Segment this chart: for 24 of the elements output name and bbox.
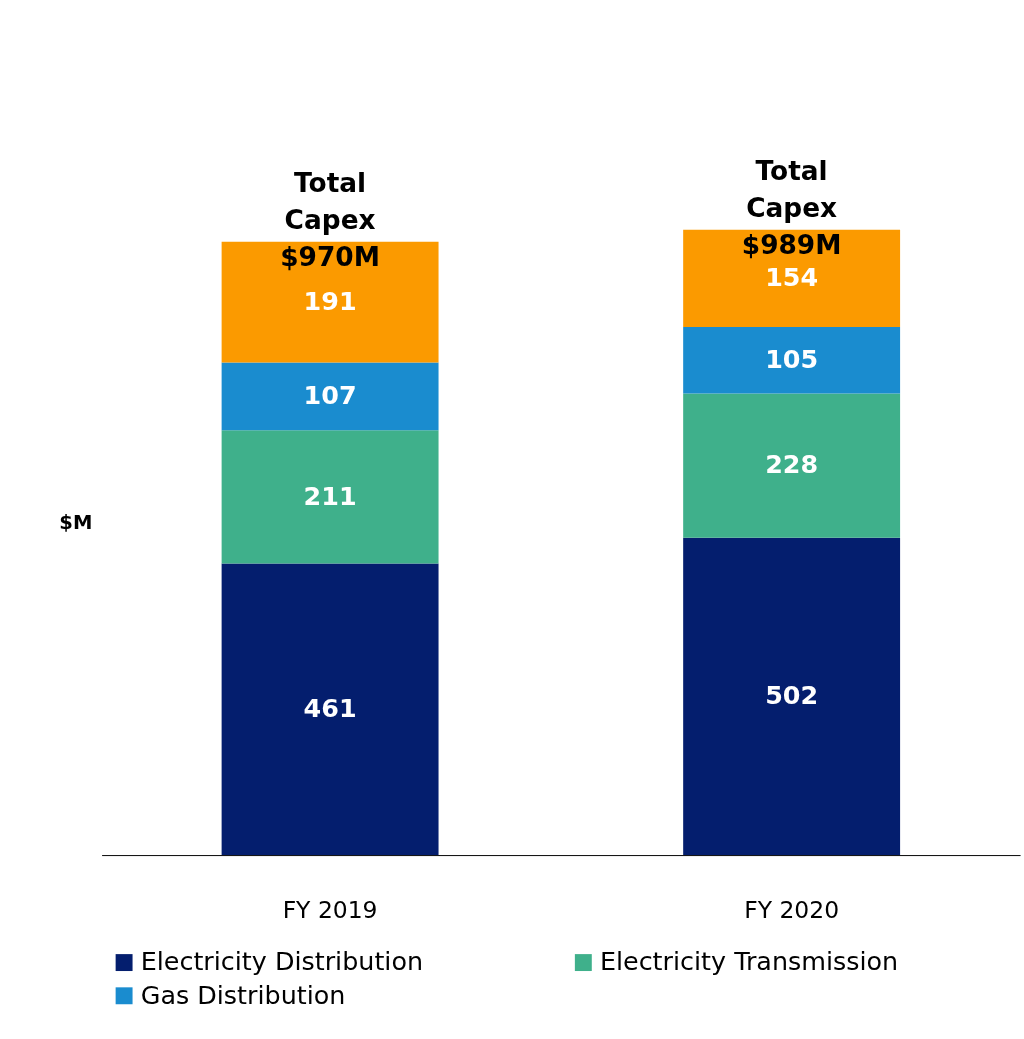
bar bbox=[221, 430, 439, 564]
bar bbox=[221, 362, 439, 431]
bar bbox=[683, 229, 901, 328]
legend-label: Electricity Transmission bbox=[599, 946, 899, 977]
bar bbox=[683, 327, 901, 394]
bar bbox=[683, 393, 901, 538]
data-label: 211 bbox=[303, 480, 357, 511]
data-label: 191 bbox=[303, 285, 357, 316]
x-tick-label: FY 2020 bbox=[744, 896, 840, 925]
data-label: 107 bbox=[303, 380, 357, 411]
x-tick-label: FY 2019 bbox=[282, 896, 378, 925]
legend-label: Gas Distribution bbox=[140, 979, 346, 1010]
data-label: 154 bbox=[765, 262, 819, 293]
bar bbox=[221, 241, 439, 363]
data-label: 461 bbox=[303, 693, 357, 724]
total-label: Total Capex $989M bbox=[741, 155, 842, 261]
bar bbox=[683, 537, 901, 856]
data-label: 105 bbox=[765, 344, 819, 375]
y-axis-title: $M bbox=[59, 511, 93, 535]
total-label: Total Capex $970M bbox=[280, 167, 380, 273]
legend-label: Electricity Distribution bbox=[140, 946, 424, 977]
data-label: 502 bbox=[765, 680, 819, 711]
bar bbox=[221, 563, 439, 856]
data-label: 228 bbox=[765, 449, 819, 480]
